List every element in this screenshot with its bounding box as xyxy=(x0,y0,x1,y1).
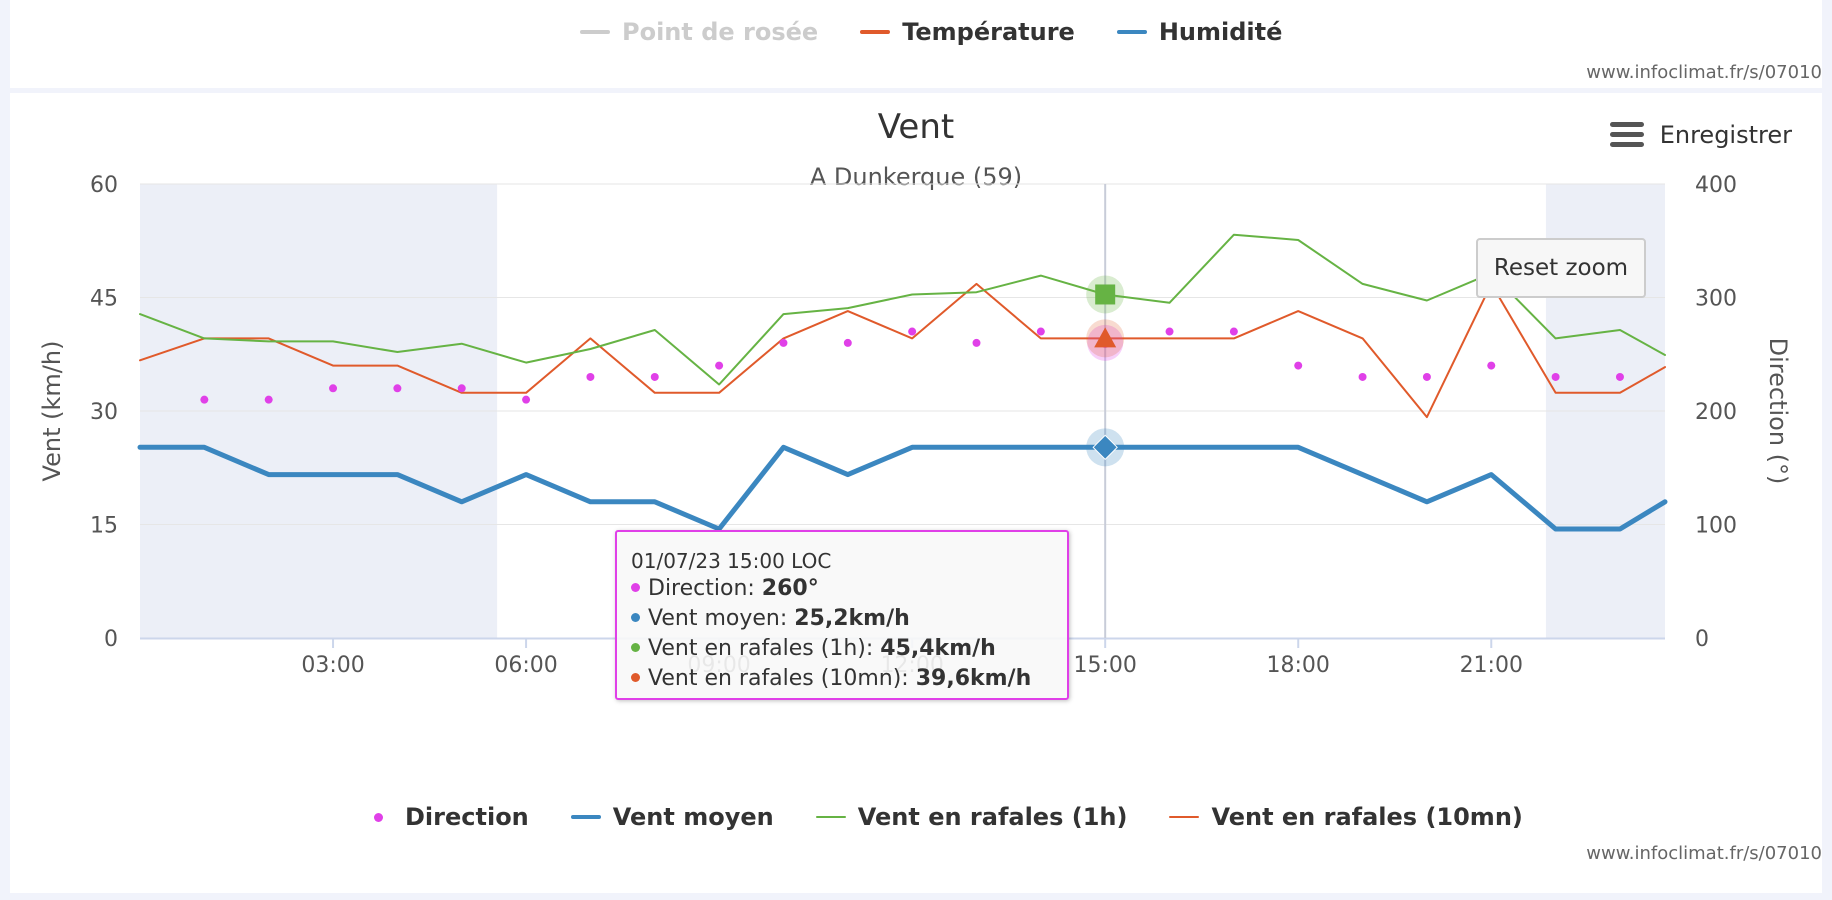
direction-point xyxy=(264,395,273,404)
y-tick-label: 45 xyxy=(90,287,118,312)
x-tick-label: 18:00 xyxy=(1267,653,1330,678)
y-right-tick-label: 100 xyxy=(1695,514,1737,539)
direction-point xyxy=(1615,372,1624,381)
direction-point xyxy=(843,338,852,347)
legend-line-icon xyxy=(815,816,846,818)
tooltip-header: 01/07/23 15:00 LOC xyxy=(631,549,832,573)
tooltip-label: Vent en rafales (1h): xyxy=(648,636,881,661)
legend-line-icon xyxy=(860,30,891,34)
legend-label: Humidité xyxy=(1158,18,1283,46)
direction-point xyxy=(715,361,724,370)
y-right-tick-label: 400 xyxy=(1695,173,1737,198)
legend-item[interactable]: Vent en rafales (1h) xyxy=(815,803,1128,831)
tooltip-label: Vent en rafales (10mn): xyxy=(648,666,916,691)
legend-label: Vent en rafales (1h) xyxy=(857,803,1128,831)
direction-point xyxy=(1294,361,1303,370)
top-legend-item[interactable]: Température xyxy=(860,18,1075,46)
top-legend-item[interactable]: Point de rosée xyxy=(580,18,818,46)
x-tick-label: 03:00 xyxy=(301,653,364,678)
legend-label: Point de rosée xyxy=(622,18,819,46)
direction-point xyxy=(779,338,788,347)
series-line-vent-en-rafales-1h- xyxy=(139,233,1666,386)
direction-point xyxy=(1036,327,1045,336)
top-legend-panel: Point de rosée Température Humidité www.in… xyxy=(10,0,1822,88)
direction-point xyxy=(329,384,338,393)
y-right-tick-label: 200 xyxy=(1695,400,1737,425)
direction-point xyxy=(972,338,981,347)
x-tick-label: 21:00 xyxy=(1460,653,1523,678)
direction-point xyxy=(457,384,466,393)
legend-item[interactable]: Vent moyen xyxy=(570,803,774,831)
y-right-tick-label: 300 xyxy=(1695,287,1737,312)
legend-label: Direction xyxy=(405,803,529,831)
legend-label: Vent moyen xyxy=(612,803,774,831)
footer-credit-link[interactable]: www.infoclimat.fr/s/07010 xyxy=(1586,843,1822,864)
tooltip-value: 25,2km/h xyxy=(794,606,910,631)
direction-point xyxy=(1422,372,1431,381)
y-right-tick-label: 0 xyxy=(1695,627,1709,652)
tooltip-value: 45,4km/h xyxy=(880,636,996,661)
x-tick-label: 06:00 xyxy=(494,653,557,678)
tooltip-value: 260° xyxy=(761,576,819,601)
chart-panel: Vent A Dunkerque (59) Enregistrer 03:00 0… xyxy=(10,93,1822,893)
tooltip-label: Direction: xyxy=(648,576,762,601)
y-tick-label: 60 xyxy=(90,173,118,198)
wind-chart: 03:0006:0009:0012:0015:0018:0021:0001530… xyxy=(38,173,1792,678)
hamburger-menu-icon xyxy=(1609,122,1644,148)
legend-line-icon xyxy=(1169,816,1200,818)
legend-line-icon xyxy=(1116,30,1147,34)
tooltip-bullet-icon xyxy=(631,613,640,622)
export-button[interactable]: Enregistrer xyxy=(1609,121,1792,149)
chart-subtitle: A Dunkerque (59) xyxy=(809,163,1023,191)
legend-label: Température xyxy=(902,18,1075,46)
legend-line-icon xyxy=(570,815,601,819)
hover-diamond-marker xyxy=(1092,434,1118,461)
direction-point xyxy=(1358,372,1367,381)
tooltip-row-direction: Direction: 260° xyxy=(631,574,1053,604)
tooltip-row-rafales-10mn: Vent en rafales (10mn): 39,6km/h xyxy=(631,664,1053,694)
chart-tooltip: 01/07/23 15:00 LOC Direction: 260° Vent … xyxy=(615,530,1069,700)
export-label: Enregistrer xyxy=(1659,121,1792,149)
tooltip-bullet-icon xyxy=(631,583,640,592)
tooltip-bullet-icon xyxy=(631,673,640,682)
tooltip-row-vent-moyen: Vent moyen: 25,2km/h xyxy=(631,604,1053,634)
direction-point xyxy=(908,327,917,336)
hover-square-marker xyxy=(1095,284,1116,305)
direction-point xyxy=(650,372,659,381)
x-tick-label: 15:00 xyxy=(1073,653,1136,678)
direction-point xyxy=(1487,361,1496,370)
legend-line-icon xyxy=(580,30,610,34)
top-credit-link[interactable]: www.infoclimat.fr/s/07010 xyxy=(1586,62,1822,83)
reset-zoom-button[interactable]: Reset zoom xyxy=(1476,238,1646,298)
hover-triangle-marker xyxy=(1094,327,1117,348)
tooltip-row-rafales-1h: Vent en rafales (1h): 45,4km/h xyxy=(631,634,1053,664)
tooltip-bullet-icon xyxy=(631,643,640,652)
y-tick-label: 15 xyxy=(90,514,118,539)
chart-title: Vent xyxy=(877,107,955,147)
direction-point xyxy=(1551,372,1560,381)
direction-point xyxy=(522,395,531,404)
series-line-vent-en-rafales-10mn- xyxy=(139,282,1666,419)
legend-item[interactable]: Vent en rafales (10mn) xyxy=(1169,803,1523,831)
top-legend: Point de rosée Température Humidité xyxy=(580,18,1282,46)
tooltip-label: Vent moyen: xyxy=(648,606,795,631)
series-line-vent-moyen xyxy=(137,444,1668,532)
y-tick-label: 30 xyxy=(90,400,118,425)
y-axis-title: Vent (km/h) xyxy=(38,341,66,482)
top-legend-item[interactable]: Humidité xyxy=(1116,18,1283,46)
direction-point xyxy=(586,372,595,381)
legend-dot-icon xyxy=(374,812,383,822)
y-tick-label: 0 xyxy=(104,627,118,652)
tooltip-value: 39,6km/h xyxy=(915,666,1032,691)
legend-item[interactable]: Direction xyxy=(374,803,529,831)
direction-point xyxy=(1165,327,1174,336)
legend-label: Vent en rafales (10mn) xyxy=(1211,803,1523,831)
direction-point xyxy=(200,395,209,404)
direction-point xyxy=(393,384,402,393)
chart-legend: Direction Vent moyen Vent en rafales (1h) V… xyxy=(374,803,1523,831)
direction-point xyxy=(1229,327,1238,336)
y-right-axis-title: Direction (°) xyxy=(1764,338,1792,485)
